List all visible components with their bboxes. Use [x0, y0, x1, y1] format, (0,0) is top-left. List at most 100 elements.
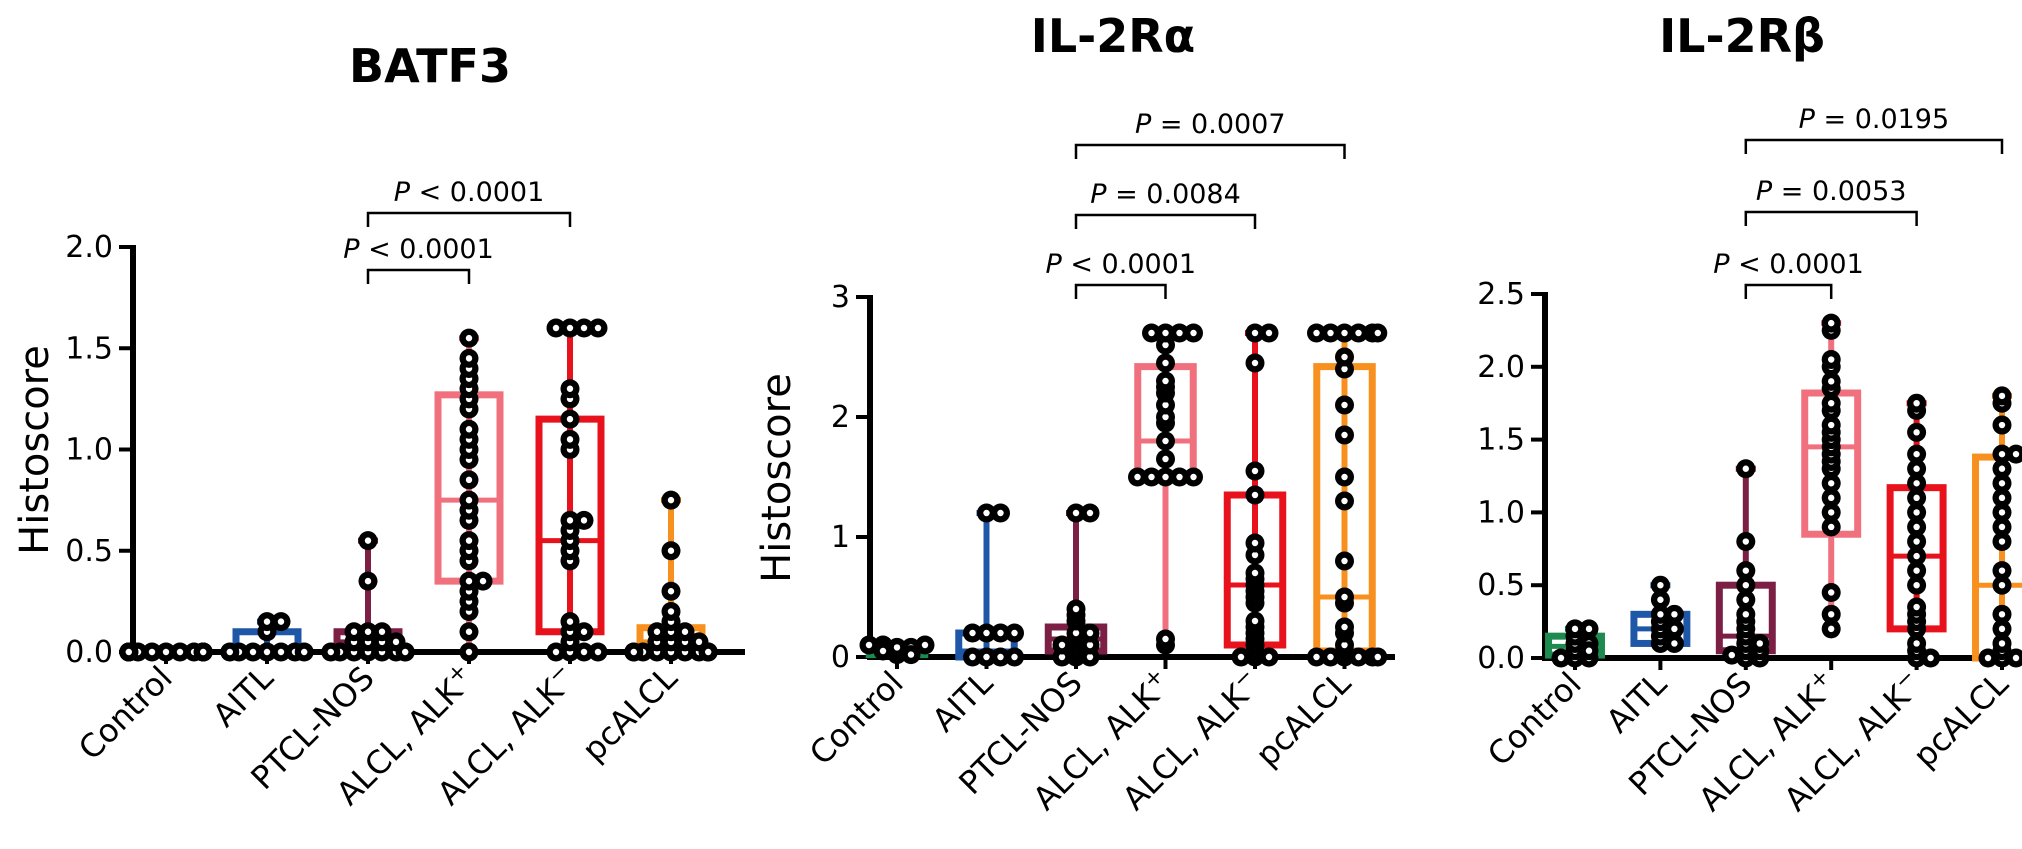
- p-symbol: P: [1090, 179, 1107, 210]
- x-tick-label: pcALCL: [1248, 664, 1358, 774]
- y-tick-label: 1.5: [65, 331, 113, 366]
- data-point-center: [1251, 617, 1259, 625]
- data-point-center: [465, 537, 473, 544]
- data-point-center: [983, 629, 990, 637]
- data-point-center: [1162, 377, 1169, 385]
- data-point-center: [1984, 654, 1992, 662]
- p-value-label: P = 0.0084: [1090, 179, 1241, 210]
- data-point-center: [465, 426, 473, 433]
- p-value-text: < 0.0001: [1062, 249, 1196, 280]
- p-symbol: P: [1045, 249, 1062, 280]
- data-point-center: [1998, 421, 2006, 429]
- x-tick-label: pcALCL: [574, 659, 684, 769]
- data-point-center: [1190, 329, 1197, 337]
- data-point-center: [630, 648, 637, 656]
- data-point-center: [162, 648, 170, 656]
- data-point-center: [667, 496, 675, 504]
- data-point-center: [667, 608, 675, 615]
- x-tick-label: Control: [802, 664, 911, 773]
- box-series-2: [955, 503, 1024, 667]
- data-point-center: [667, 547, 675, 554]
- y-tick-label: 1.0: [1477, 495, 1525, 530]
- data-point-center: [1251, 491, 1259, 499]
- data-point-center: [1341, 431, 1348, 439]
- box-series-5: [1886, 393, 1947, 668]
- data-point-center: [1162, 341, 1169, 349]
- data-point-center: [667, 588, 675, 595]
- y-tick-label: 0.0: [65, 635, 113, 670]
- chart-title: IL-2Rβ: [1659, 9, 1825, 63]
- data-point-center: [125, 648, 132, 656]
- data-point-center: [1072, 509, 1080, 517]
- data-point-center: [1341, 641, 1348, 649]
- data-point-center: [1671, 625, 1678, 633]
- data-point-center: [1998, 450, 2006, 458]
- data-point-center: [1134, 473, 1141, 481]
- data-point-center: [1341, 497, 1348, 505]
- data-point-center: [1913, 400, 1920, 407]
- data-point-center: [1828, 509, 1835, 516]
- data-point-center: [580, 324, 588, 332]
- data-point-center: [1828, 480, 1835, 487]
- data-point-center: [1374, 329, 1381, 337]
- data-point-center: [893, 644, 901, 651]
- data-point-center: [1162, 413, 1169, 421]
- box-series-2: [1630, 575, 1691, 653]
- data-point-center: [1072, 605, 1080, 613]
- data-point-center: [1828, 400, 1835, 407]
- data-point-center: [681, 628, 689, 635]
- box-series-3: [1044, 503, 1108, 667]
- p-value-label: P < 0.0001: [394, 177, 545, 208]
- data-point-center: [1251, 359, 1259, 367]
- data-point-center: [465, 648, 473, 656]
- data-point-center: [263, 618, 271, 625]
- data-point-center: [1162, 401, 1169, 409]
- data-point-center: [983, 653, 990, 661]
- significance-bracket: P < 0.0001: [343, 234, 494, 284]
- data-point-center: [148, 648, 156, 656]
- data-point-center: [1998, 480, 2006, 487]
- data-point-center: [1913, 603, 1920, 611]
- data-point-center: [465, 355, 473, 362]
- data-point-center: [1162, 455, 1169, 463]
- data-point-center: [1998, 582, 2006, 589]
- p-symbol: P: [1713, 249, 1730, 280]
- chart-panel-1: BATF3 Histoscore 0.0 0.5 1.0 1.5 2.0 Control AIT…: [12, 39, 745, 812]
- data-point-center: [1742, 611, 1750, 618]
- data-point-center: [1086, 641, 1094, 649]
- p-value-text: = 0.0007: [1151, 109, 1285, 140]
- significance-bracket: P < 0.0001: [1045, 249, 1196, 299]
- box-series-5: [1223, 323, 1287, 667]
- box-series-4: [1128, 323, 1203, 655]
- data-point-center: [1756, 640, 1764, 647]
- data-point-center: [1313, 329, 1320, 337]
- x-tick-label: AITL: [1599, 665, 1675, 741]
- data-point-center: [1265, 653, 1273, 661]
- data-point-center: [1011, 629, 1018, 637]
- p-value-text: = 0.0195: [1815, 104, 1949, 135]
- data-point-center: [1058, 653, 1066, 661]
- data-point-center: [1162, 329, 1169, 337]
- data-point-center: [364, 537, 372, 544]
- data-point-center: [566, 385, 574, 392]
- bracket-line: [1074, 143, 1346, 159]
- data-point-center: [1341, 623, 1348, 631]
- data-point-center: [465, 476, 473, 484]
- bracket-line: [1744, 138, 2004, 154]
- data-point-center: [1072, 629, 1080, 637]
- data-point-center: [327, 648, 334, 656]
- data-point-center: [277, 618, 285, 625]
- data-point-center: [1998, 567, 2006, 574]
- data-point-center: [997, 629, 1004, 637]
- data-point-center: [594, 648, 602, 656]
- y-tick-label: 1.5: [1477, 423, 1525, 458]
- data-point-center: [1011, 653, 1018, 661]
- bracket-line: [1744, 283, 1833, 299]
- data-point-center: [402, 648, 409, 656]
- data-point-center: [983, 509, 990, 517]
- data-point-center: [1327, 653, 1334, 661]
- box-series-2: [220, 612, 314, 662]
- p-value-label: P = 0.0007: [1135, 109, 1286, 140]
- data-point-center: [479, 577, 487, 585]
- data-point-center: [1913, 523, 1920, 531]
